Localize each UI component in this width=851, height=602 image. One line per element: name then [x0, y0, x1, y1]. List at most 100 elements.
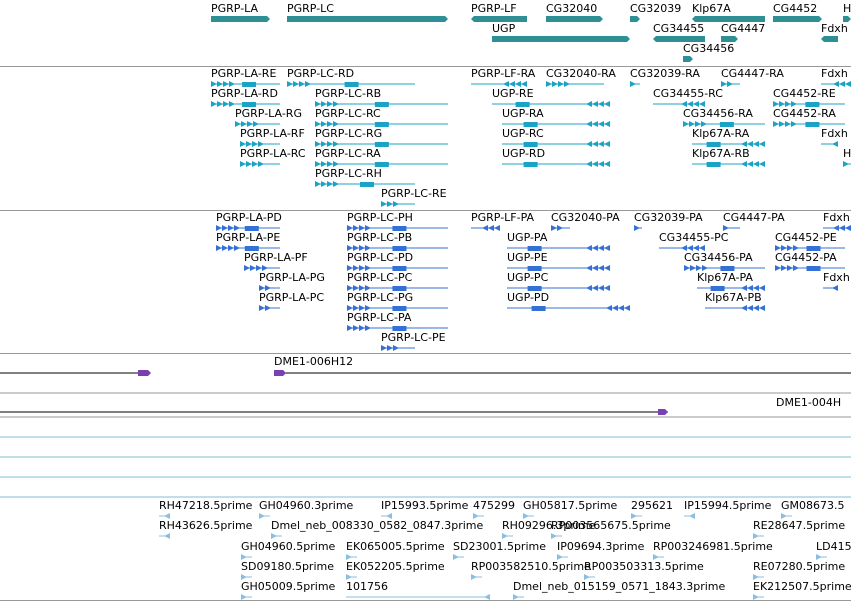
protein-feature[interactable]: Fdxh — [823, 211, 851, 233]
transcript-feature[interactable]: PGRP-LA-RG — [235, 107, 302, 129]
gene-feature[interactable]: UGP — [492, 22, 630, 44]
transcript-feature[interactable]: Klp67A-RA — [692, 127, 765, 149]
clone-label[interactable]: DME1-006H12 — [274, 355, 354, 368]
transcript-feature[interactable]: Klp67A-RB — [692, 147, 765, 169]
gene-feature[interactable]: PGRP-LC — [287, 2, 448, 24]
protein-feature[interactable]: PGRP-LC-PD — [347, 251, 448, 273]
transcript-feature[interactable]: CG32040-RA — [546, 67, 616, 89]
gene-feature[interactable]: CG32039 — [630, 2, 681, 24]
est-feature[interactable]: RE28647.5prime — [753, 519, 845, 541]
est-feature[interactable]: 475299 — [473, 499, 515, 521]
protein-feature[interactable]: UGP-PE — [507, 251, 610, 273]
transcript-feature[interactable]: PGRP-LC-RB — [315, 87, 448, 109]
gene-feature[interactable]: Fdxh — [821, 22, 848, 44]
transcript-feature[interactable]: PGRP-LC-RG — [315, 127, 448, 149]
est-feature[interactable]: GH05817.5prime — [523, 499, 617, 521]
est-feature[interactable]: RP003246981.5prime — [653, 540, 773, 562]
protein-feature[interactable]: CG34456-PA — [684, 251, 765, 273]
protein-feature[interactable]: CG4452-PA — [775, 251, 845, 273]
transcript-feature[interactable]: CG32039-RA — [630, 67, 700, 89]
transcript-feature[interactable]: Fdxh — [821, 67, 851, 89]
est-feature[interactable]: EK065005.5prime — [346, 540, 445, 562]
protein-feature[interactable]: PGRP-LC-PC — [347, 271, 448, 293]
transcript-feature[interactable]: CG4452-RE — [773, 87, 845, 109]
est-feature[interactable]: GH05009.5prime — [241, 580, 335, 602]
protein-feature[interactable]: Fdxh — [823, 271, 850, 293]
gene-feature[interactable]: PGRP-LF — [471, 2, 527, 24]
gene-feature[interactable]: CG4452 — [773, 2, 822, 24]
transcript-feature[interactable]: PGRP-LA-RE — [211, 67, 280, 89]
clone-arrow[interactable] — [274, 370, 286, 376]
est-feature[interactable]: RP003565675.5prime — [551, 519, 671, 541]
est-feature[interactable]: GH04960.3prime — [259, 499, 353, 521]
protein-feature[interactable]: CG4447-PA — [723, 211, 785, 233]
transcript-feature[interactable]: PGRP-LA-RD — [211, 87, 280, 109]
clone-arrow[interactable] — [658, 409, 668, 415]
est-feature[interactable]: EK212507.5prime — [753, 580, 851, 602]
protein-feature[interactable]: PGRP-LA-PG — [259, 271, 325, 293]
est-feature[interactable]: GM08673.5 — [781, 499, 845, 521]
est-feature[interactable]: GH04960.5prime — [241, 540, 335, 562]
est-feature[interactable]: 295621 — [631, 499, 673, 521]
transcript-feature[interactable]: PGRP-LC-RA — [315, 147, 448, 169]
transcript-feature[interactable]: PGRP-LF-RA — [471, 67, 535, 89]
gene-feature[interactable]: Klp67A — [692, 2, 765, 24]
transcript-feature[interactable]: CG34455-RC — [653, 87, 723, 109]
est-feature[interactable]: Dmel_neb_008330_0582_0847.3prime — [271, 519, 483, 541]
est-feature[interactable]: Dmel_neb_015159_0571_1843.3prime — [513, 580, 725, 602]
gene-feature[interactable]: CG34455 — [653, 22, 705, 44]
transcript-feature[interactable]: CG4447-RA — [721, 67, 784, 89]
est-feature[interactable]: SD23001.5prime — [453, 540, 546, 562]
protein-feature[interactable]: PGRP-LA-PE — [216, 231, 280, 253]
gene-feature[interactable]: CG4447 — [721, 22, 765, 44]
gene-feature[interactable]: PGRP-LA — [211, 2, 270, 24]
protein-feature[interactable]: Klp67A-PB — [705, 291, 765, 313]
protein-feature[interactable]: PGRP-LA-PD — [216, 211, 282, 233]
est-feature[interactable]: RH43626.5prime — [159, 519, 252, 541]
transcript-feature[interactable]: UGP-RE — [492, 87, 610, 109]
transcript-feature[interactable]: H — [843, 147, 851, 169]
protein-feature[interactable]: CG34455-PC — [659, 231, 728, 253]
transcript-feature[interactable]: Fdxh — [821, 127, 848, 149]
protein-feature[interactable]: PGRP-LC-PE — [381, 331, 446, 353]
transcript-feature[interactable]: PGRP-LA-RC — [240, 147, 306, 169]
protein-feature[interactable]: CG32039-PA — [634, 211, 703, 233]
est-feature[interactable]: LD415 — [816, 540, 851, 562]
protein-feature[interactable]: PGRP-LF-PA — [471, 211, 534, 233]
transcript-feature[interactable]: PGRP-LC-RH — [315, 167, 415, 189]
est-feature[interactable]: RP003503313.5prime — [584, 560, 704, 582]
protein-feature[interactable]: PGRP-LA-PF — [244, 251, 308, 273]
est-feature[interactable]: IP15994.5prime — [684, 499, 771, 521]
protein-feature[interactable]: UGP-PA — [507, 231, 610, 253]
est-feature[interactable]: IP15993.5prime — [381, 499, 468, 521]
protein-feature[interactable]: PGRP-LC-PG — [347, 291, 448, 313]
transcript-feature[interactable]: CG34456-RA — [683, 107, 765, 129]
est-feature[interactable]: RH47218.5prime — [159, 499, 252, 521]
protein-feature[interactable]: PGRP-LA-PC — [259, 291, 324, 313]
est-feature[interactable]: RE07280.5prime — [753, 560, 845, 582]
transcript-feature[interactable]: PGRP-LC-RC — [315, 107, 448, 129]
transcript-feature[interactable]: UGP-RC — [502, 127, 610, 149]
clone-label[interactable]: DME1-004H — [776, 396, 842, 409]
clone-arrow[interactable] — [138, 370, 151, 376]
transcript-feature[interactable]: PGRP-LC-RD — [287, 67, 415, 89]
transcript-feature[interactable]: CG4452-RA — [773, 107, 845, 129]
protein-feature[interactable]: PGRP-LC-PA — [347, 311, 448, 333]
transcript-feature[interactable]: UGP-RD — [502, 147, 610, 169]
gene-feature[interactable]: CG34456 — [683, 42, 734, 64]
transcript-feature[interactable]: PGRP-LC-RE — [381, 187, 447, 209]
est-feature[interactable]: RP003582510.5prime — [471, 560, 591, 582]
gene-feature[interactable]: CG32040 — [546, 2, 603, 24]
transcript-feature[interactable]: UGP-RA — [502, 107, 610, 129]
protein-feature[interactable]: PGRP-LC-PH — [347, 211, 448, 233]
protein-feature[interactable]: UGP-PD — [507, 291, 630, 313]
gene-feature[interactable]: H — [843, 2, 851, 24]
protein-feature[interactable]: PGRP-LC-PB — [347, 231, 448, 253]
protein-feature[interactable]: CG32040-PA — [551, 211, 620, 233]
est-feature[interactable]: 101756 — [346, 580, 490, 602]
est-feature[interactable]: EK052205.5prime — [346, 560, 445, 582]
transcript-feature[interactable]: PGRP-LA-RF — [240, 127, 305, 149]
est-feature[interactable]: SD09180.5prime — [241, 560, 334, 582]
protein-feature[interactable]: UGP-PC — [507, 271, 610, 293]
protein-feature[interactable]: CG4452-PE — [775, 231, 845, 253]
